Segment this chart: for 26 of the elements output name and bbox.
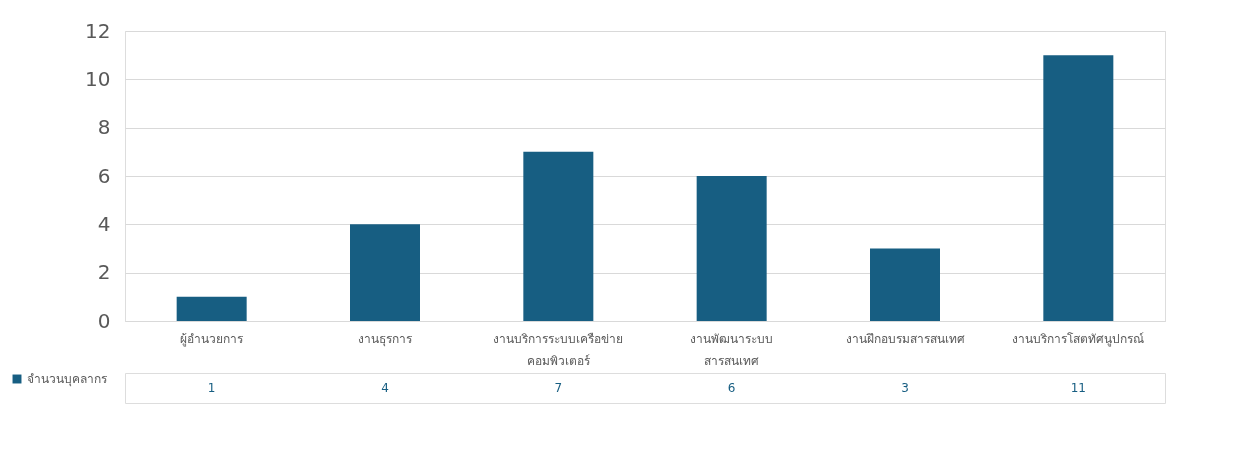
bar (870, 248, 940, 321)
data-label: 3 (901, 381, 909, 395)
y-tick-label: 0 (97, 308, 111, 333)
data-label: 7 (554, 381, 563, 395)
legend-label: จำนวนบุคลากร (27, 372, 108, 387)
data-label: 11 (1070, 381, 1086, 395)
y-tick-label: 12 (85, 18, 111, 43)
x-tick-label: งานพัฒนาระบบ สารสนเทศ (690, 331, 774, 368)
x-tick-label: งานบริการระบบเครือข่าย คอมพิวเตอร์ (493, 331, 624, 368)
x-tick-label: ผู้อำนวยการ (180, 331, 245, 347)
y-tick-label: 8 (97, 115, 111, 140)
bar (176, 296, 247, 321)
data-label: 6 (727, 381, 736, 395)
bar (350, 224, 420, 321)
bar (696, 176, 767, 321)
data-label: 4 (381, 381, 389, 395)
bar (1043, 55, 1114, 321)
y-tick-label: 4 (97, 211, 111, 236)
data-label: 1 (207, 381, 216, 395)
x-tick-label: งานบริการโสตทัศนูปกรณ์ (1012, 331, 1145, 347)
y-tick-label: 6 (97, 163, 111, 188)
x-tick-label: งานฝึกอบรมสารสนเทศ (845, 331, 965, 346)
bar (523, 151, 594, 321)
y-tick-label: 10 (85, 66, 111, 91)
y-tick-label: 2 (97, 260, 111, 285)
x-tick-label: งานธุรการ (358, 331, 413, 347)
